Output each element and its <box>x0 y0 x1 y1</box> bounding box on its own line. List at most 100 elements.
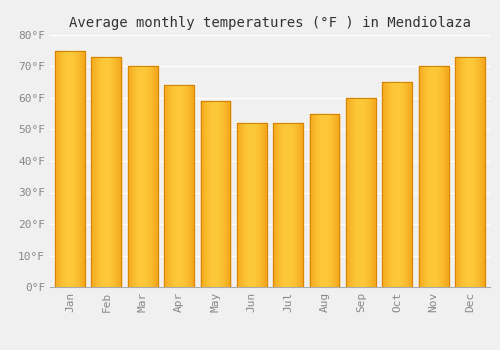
Bar <box>93 57 94 287</box>
Bar <box>324 114 326 287</box>
Bar <box>186 85 188 287</box>
Bar <box>349 98 350 287</box>
Bar <box>151 66 152 287</box>
Bar <box>200 101 202 287</box>
Bar <box>217 101 218 287</box>
Bar <box>229 101 230 287</box>
Bar <box>173 85 174 287</box>
Bar <box>178 85 179 287</box>
Bar <box>439 66 440 287</box>
Bar <box>94 57 95 287</box>
Bar <box>403 82 404 287</box>
Bar <box>350 98 351 287</box>
Bar <box>356 98 357 287</box>
Bar <box>278 123 279 287</box>
Bar <box>426 66 427 287</box>
Bar <box>291 123 292 287</box>
Bar <box>429 66 430 287</box>
Bar <box>394 82 395 287</box>
Bar <box>225 101 226 287</box>
Bar <box>165 85 166 287</box>
Bar <box>188 85 189 287</box>
Bar <box>346 98 348 287</box>
Bar <box>202 101 203 287</box>
Bar <box>464 57 465 287</box>
Bar <box>330 114 332 287</box>
Bar <box>242 123 243 287</box>
Bar <box>292 123 294 287</box>
Bar <box>461 57 462 287</box>
Bar <box>157 66 158 287</box>
Bar <box>98 57 99 287</box>
Bar <box>245 123 246 287</box>
Bar <box>114 57 116 287</box>
Bar <box>214 101 216 287</box>
Bar <box>176 85 177 287</box>
Bar <box>100 57 101 287</box>
Bar <box>423 66 424 287</box>
Bar <box>327 114 328 287</box>
Bar <box>354 98 355 287</box>
Bar <box>358 98 360 287</box>
Bar <box>61 51 62 287</box>
Bar <box>228 101 229 287</box>
Bar <box>104 57 105 287</box>
Bar <box>317 114 318 287</box>
Bar <box>55 51 56 287</box>
Bar <box>286 123 288 287</box>
Bar <box>81 51 82 287</box>
Bar <box>179 85 180 287</box>
Bar <box>406 82 407 287</box>
Bar <box>361 98 362 287</box>
Bar <box>476 57 478 287</box>
Bar <box>364 98 366 287</box>
Bar <box>393 82 394 287</box>
Bar <box>116 57 117 287</box>
Bar <box>460 57 461 287</box>
Bar <box>192 85 194 287</box>
Bar <box>110 57 111 287</box>
Bar <box>191 85 192 287</box>
Bar <box>80 51 81 287</box>
Bar <box>206 101 208 287</box>
Bar <box>481 57 482 287</box>
Bar <box>290 123 291 287</box>
Bar <box>440 66 441 287</box>
Bar <box>82 51 84 287</box>
Bar <box>105 57 106 287</box>
Bar <box>289 123 290 287</box>
Bar <box>75 51 76 287</box>
Bar <box>257 123 258 287</box>
Bar <box>480 57 481 287</box>
Bar <box>132 66 133 287</box>
Bar <box>240 123 242 287</box>
Bar <box>384 82 386 287</box>
Bar <box>479 57 480 287</box>
Bar <box>328 114 329 287</box>
Bar <box>256 123 257 287</box>
Bar <box>222 101 223 287</box>
Bar <box>444 66 445 287</box>
Bar <box>144 66 145 287</box>
Bar <box>220 101 222 287</box>
Bar <box>392 82 393 287</box>
Bar <box>219 101 220 287</box>
Bar <box>355 98 356 287</box>
Bar <box>422 66 423 287</box>
Bar <box>407 82 408 287</box>
Bar <box>183 85 184 287</box>
Bar <box>74 51 75 287</box>
Bar <box>167 85 168 287</box>
Bar <box>373 98 374 287</box>
Bar <box>137 66 138 287</box>
Bar <box>136 66 137 287</box>
Bar <box>184 85 185 287</box>
Bar <box>427 66 428 287</box>
Bar <box>323 114 324 287</box>
Bar <box>244 123 245 287</box>
Bar <box>171 85 172 287</box>
Bar <box>388 82 389 287</box>
Bar <box>370 98 372 287</box>
Bar <box>279 123 280 287</box>
Bar <box>152 66 153 287</box>
